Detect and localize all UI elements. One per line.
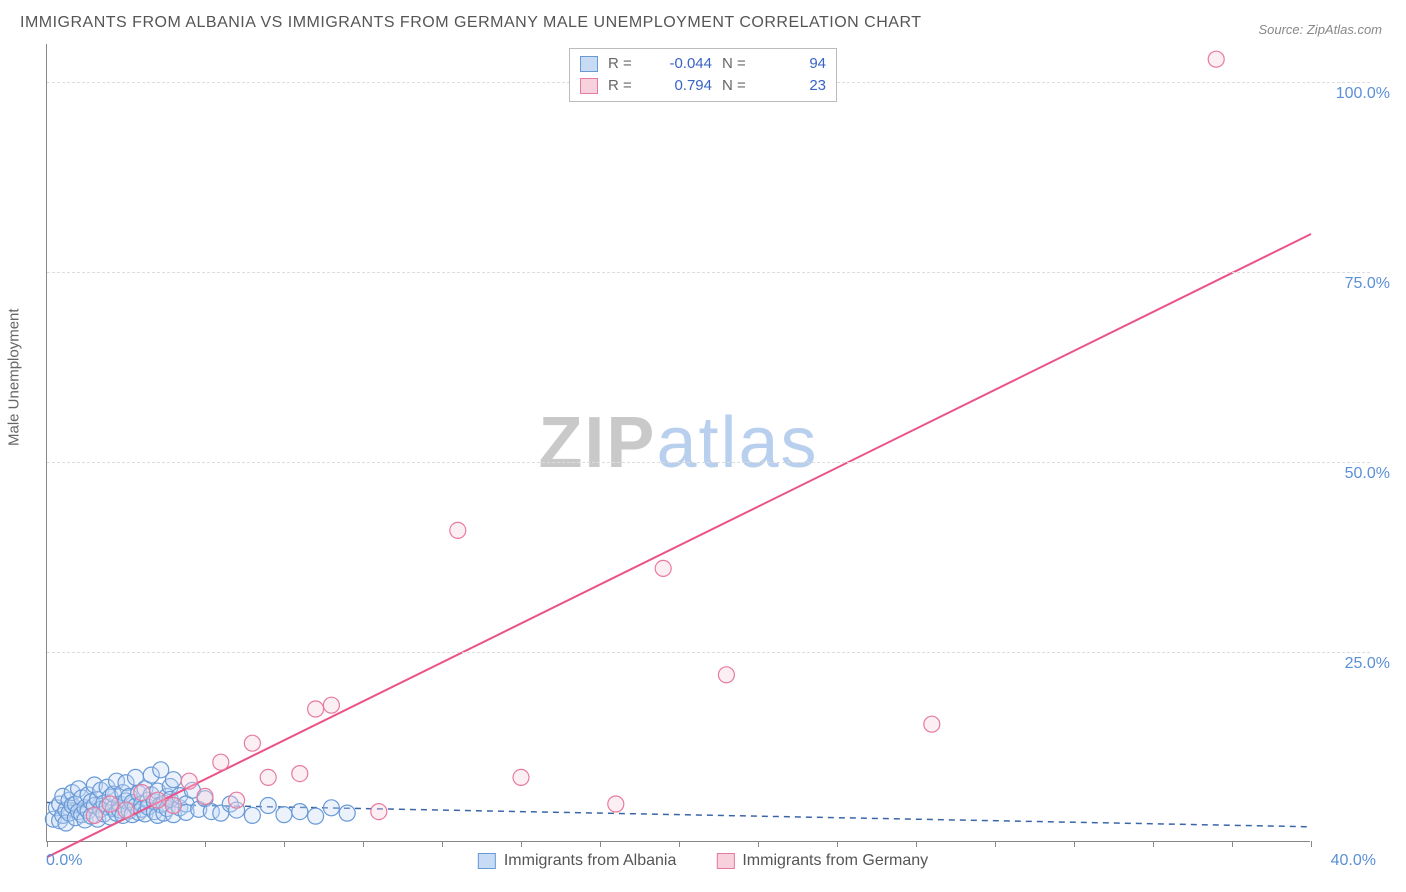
legend-swatch [716, 853, 734, 869]
point-germany [134, 785, 150, 801]
chart-svg [47, 44, 1310, 841]
point-albania [165, 772, 181, 788]
x-tick [1074, 841, 1075, 847]
legend-item: Immigrants from Albania [478, 852, 677, 870]
x-tick [363, 841, 364, 847]
x-tick [600, 841, 601, 847]
r-value: -0.044 [652, 53, 712, 75]
gridline-h [47, 462, 1370, 463]
point-germany [118, 802, 134, 818]
point-germany [450, 522, 466, 538]
gridline-h [47, 272, 1370, 273]
legend-swatch [580, 56, 598, 72]
y-tick-label: 50.0% [1345, 465, 1390, 483]
x-tick [837, 841, 838, 847]
x-tick [1311, 841, 1312, 847]
n-value: 23 [766, 75, 826, 97]
x-tick [442, 841, 443, 847]
legend-swatch [478, 853, 496, 869]
point-germany [292, 766, 308, 782]
x-tick [1232, 841, 1233, 847]
point-germany [924, 716, 940, 732]
point-germany [371, 804, 387, 820]
point-albania [292, 804, 308, 820]
point-germany [102, 796, 118, 812]
point-germany [229, 792, 245, 808]
series-legend: Immigrants from Albania Immigrants from G… [478, 852, 928, 870]
x-tick [47, 841, 48, 847]
legend-label: Immigrants from Germany [742, 852, 928, 870]
point-germany [608, 796, 624, 812]
stats-legend: R = -0.044 N = 94 R = 0.794 N = 23 [569, 48, 837, 102]
y-tick-label: 25.0% [1345, 655, 1390, 673]
source-attribution: Source: ZipAtlas.com [1258, 22, 1382, 37]
point-albania [244, 807, 260, 823]
point-albania [339, 805, 355, 821]
x-tick [679, 841, 680, 847]
r-value: 0.794 [652, 75, 712, 97]
x-axis-end-label: 40.0% [1331, 852, 1376, 870]
point-germany [323, 697, 339, 713]
r-label: R = [608, 75, 642, 97]
point-albania [323, 800, 339, 816]
point-albania [308, 808, 324, 824]
legend-swatch [580, 78, 598, 94]
gridline-h [47, 652, 1370, 653]
point-germany [655, 560, 671, 576]
n-label: N = [722, 75, 756, 97]
r-label: R = [608, 53, 642, 75]
x-tick [758, 841, 759, 847]
n-value: 94 [766, 53, 826, 75]
point-albania [260, 798, 276, 814]
point-germany [308, 701, 324, 717]
y-tick-label: 75.0% [1345, 275, 1390, 293]
point-germany [150, 792, 166, 808]
x-tick [1153, 841, 1154, 847]
x-tick [995, 841, 996, 847]
point-germany [86, 807, 102, 823]
x-tick [205, 841, 206, 847]
point-germany [1208, 51, 1224, 67]
x-tick [126, 841, 127, 847]
plot-area: ZIPatlas [46, 44, 1310, 842]
stats-legend-row: R = -0.044 N = 94 [580, 53, 826, 75]
trend-line-germany [47, 234, 1311, 857]
legend-item: Immigrants from Germany [716, 852, 928, 870]
x-axis-origin-label: 0.0% [46, 852, 82, 870]
x-tick [521, 841, 522, 847]
stats-legend-row: R = 0.794 N = 23 [580, 75, 826, 97]
x-tick [284, 841, 285, 847]
point-germany [513, 769, 529, 785]
x-tick [916, 841, 917, 847]
point-germany [260, 769, 276, 785]
point-germany [165, 798, 181, 814]
point-albania [276, 807, 292, 823]
point-germany [244, 735, 260, 751]
y-tick-label: 100.0% [1336, 85, 1390, 103]
y-axis-label: Male Unemployment [6, 308, 23, 446]
n-label: N = [722, 53, 756, 75]
point-germany [718, 667, 734, 683]
point-germany [181, 773, 197, 789]
point-germany [213, 754, 229, 770]
chart-title: IMMIGRANTS FROM ALBANIA VS IMMIGRANTS FR… [20, 14, 921, 32]
legend-label: Immigrants from Albania [504, 852, 677, 870]
point-germany [197, 788, 213, 804]
